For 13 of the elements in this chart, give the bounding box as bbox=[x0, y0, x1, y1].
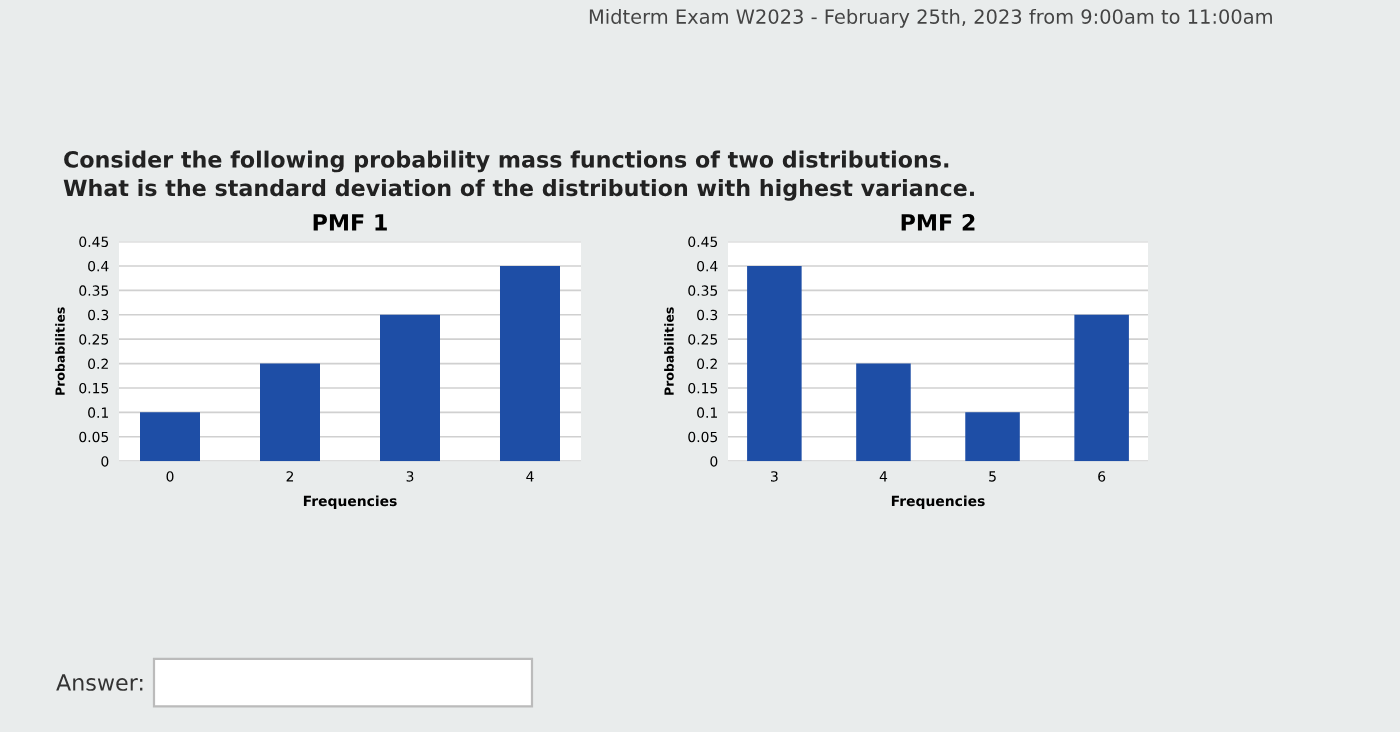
bar bbox=[140, 412, 200, 462]
text: Consider the following probability mass functions of two distributions. What is the standard deviation of the distribution with highest variance. bbox=[63, 150, 974, 201]
bar bbox=[856, 363, 911, 462]
bar bbox=[747, 265, 802, 462]
bar bbox=[965, 412, 1020, 462]
text: Midterm Exam W2023 - February 25th, 2023 from 9:00am to 11:00am bbox=[589, 8, 1272, 28]
text: Answer: bbox=[56, 674, 143, 691]
bar bbox=[1074, 314, 1129, 462]
bar bbox=[380, 314, 440, 462]
bar bbox=[500, 265, 560, 462]
bar bbox=[260, 363, 320, 462]
chart-title: PMF 1 bbox=[313, 214, 387, 231]
chart-title: PMF 2 bbox=[901, 213, 975, 231]
